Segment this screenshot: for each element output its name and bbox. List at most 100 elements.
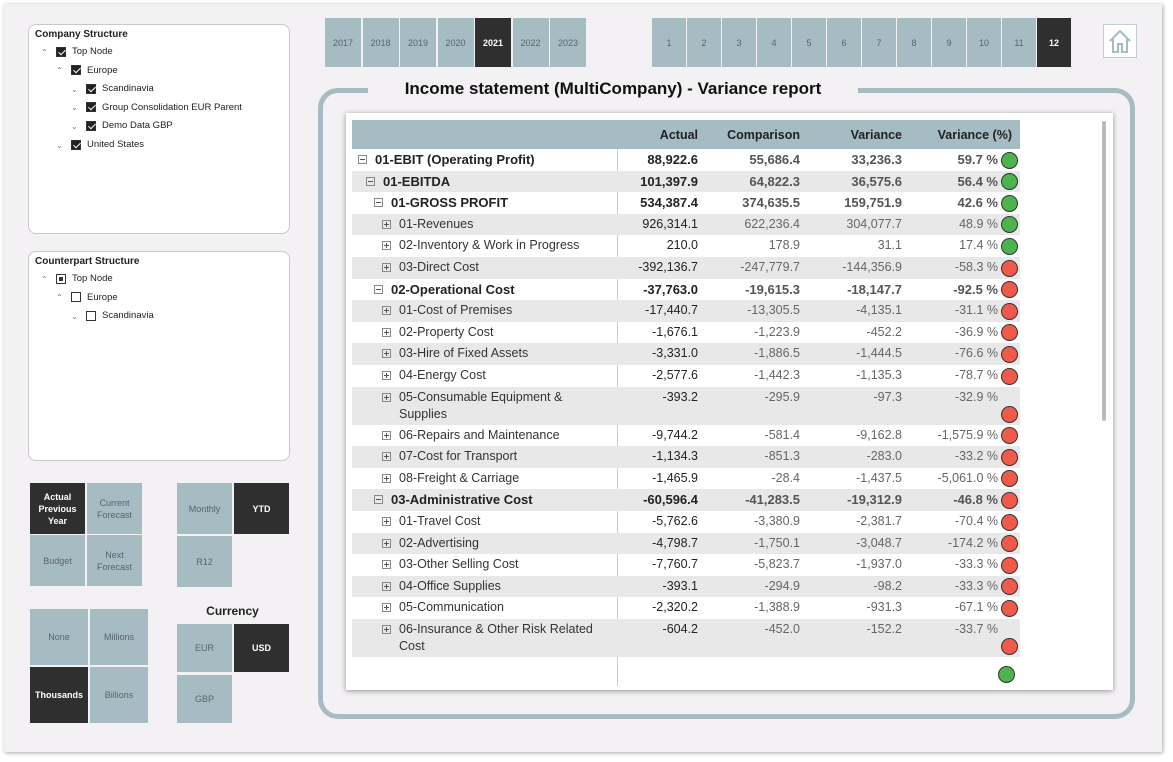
- years-button[interactable]: 2021: [475, 18, 511, 67]
- months-button[interactable]: 10: [967, 18, 1001, 67]
- expand-toggle[interactable]: [358, 155, 367, 164]
- expand-toggle[interactable]: [382, 370, 391, 380]
- checkbox[interactable]: [86, 102, 96, 113]
- value-cell: -294.9: [706, 575, 808, 598]
- status-indicator: [1001, 535, 1018, 553]
- header-cell[interactable]: Variance (%): [910, 120, 1020, 149]
- expand-toggle[interactable]: [382, 219, 391, 229]
- tree-node[interactable]: ⌄ United States: [56, 139, 144, 150]
- expand-toggle[interactable]: [374, 284, 383, 294]
- period-button[interactable]: R12: [177, 536, 232, 587]
- cell-value: -18,147.7: [847, 281, 902, 297]
- expand-toggle[interactable]: [382, 560, 391, 570]
- checkbox[interactable]: [56, 46, 66, 57]
- months-button[interactable]: 11: [1002, 18, 1036, 67]
- checkbox[interactable]: [86, 83, 96, 94]
- checkbox[interactable]: [86, 310, 96, 321]
- cell-value: 36,575.6: [851, 173, 902, 189]
- years-button[interactable]: 2017: [325, 18, 361, 67]
- cell-value: -604.2: [662, 621, 698, 636]
- cell-value: 159,751.9: [844, 195, 902, 211]
- scrollbar[interactable]: [1102, 121, 1106, 421]
- cell-value: -32.9 %: [954, 389, 998, 404]
- years-button[interactable]: 2023: [550, 18, 586, 67]
- years-button[interactable]: 2019: [400, 18, 436, 67]
- cell-value: -152.2: [866, 621, 902, 636]
- expand-toggle[interactable]: [366, 176, 375, 186]
- expand-toggle[interactable]: [382, 241, 391, 251]
- value-cell: 622,236.4: [706, 213, 808, 236]
- years-button[interactable]: 2020: [437, 18, 474, 67]
- tree-node[interactable]: ⌃ Europe: [56, 292, 118, 303]
- header-cell[interactable]: Variance: [808, 120, 910, 149]
- months-button[interactable]: 6: [827, 18, 861, 67]
- scale-button[interactable]: Millions: [90, 609, 148, 665]
- tree-node[interactable]: ⌃ Top Node: [41, 46, 113, 57]
- table-body: 01-EBIT (Operating Profit) 88,922.6 55,686…: [352, 149, 1020, 657]
- expand-toggle[interactable]: [374, 198, 383, 208]
- home-button[interactable]: [1103, 24, 1137, 58]
- checkbox[interactable]: [71, 139, 81, 150]
- tree-node[interactable]: ⌄ Scandinavia: [71, 83, 154, 94]
- expand-toggle[interactable]: [382, 327, 391, 337]
- scenario-button[interactable]: Budget: [30, 535, 85, 586]
- months-button[interactable]: 3: [722, 18, 756, 67]
- cell-value: -1,134.3: [652, 449, 698, 464]
- cell-value: -5,061.0 %: [937, 470, 998, 485]
- years-button[interactable]: 2018: [362, 18, 399, 67]
- expand-toggle[interactable]: [374, 495, 383, 505]
- expand-toggle[interactable]: [382, 392, 391, 402]
- months-button[interactable]: 12: [1037, 18, 1071, 67]
- status-indicator: [1001, 556, 1018, 574]
- period-button[interactable]: YTD: [234, 483, 289, 534]
- currency-button[interactable]: USD: [234, 624, 289, 672]
- expand-toggle[interactable]: [382, 603, 391, 613]
- months-button[interactable]: 4: [757, 18, 791, 67]
- header-cell[interactable]: Actual: [617, 120, 706, 149]
- tree-node[interactable]: ⌄ Group Consolidation EUR Parent: [71, 102, 242, 113]
- months-button[interactable]: 8: [897, 18, 931, 67]
- months-button[interactable]: 9: [932, 18, 966, 67]
- value-cell: -5,823.7: [706, 554, 808, 576]
- value-cell: -9,162.8: [808, 425, 910, 447]
- currency-button[interactable]: GBP: [177, 675, 232, 723]
- scenario-button[interactable]: Next Forecast: [87, 535, 142, 586]
- years-button[interactable]: 2022: [512, 18, 549, 67]
- tree-node[interactable]: ⌄ Demo Data GBP: [71, 120, 173, 131]
- cell-value: 534,387.4: [640, 195, 698, 211]
- value-cell: -19,312.9: [808, 489, 910, 511]
- expand-toggle[interactable]: [382, 473, 391, 483]
- expand-toggle[interactable]: [382, 430, 391, 440]
- expand-toggle[interactable]: [382, 516, 391, 526]
- expand-toggle[interactable]: [382, 262, 391, 272]
- period-button[interactable]: Monthly: [177, 483, 232, 534]
- checkbox[interactable]: [86, 120, 96, 131]
- months-button[interactable]: 1: [652, 18, 686, 67]
- expand-toggle[interactable]: [382, 452, 391, 462]
- expand-toggle[interactable]: [382, 581, 391, 591]
- expand-toggle[interactable]: [382, 624, 391, 634]
- months-button[interactable]: 7: [862, 18, 896, 67]
- value-cell: -581.4: [706, 425, 808, 447]
- checkbox[interactable]: [56, 273, 66, 284]
- scenario-button[interactable]: Current Forecast: [87, 483, 142, 534]
- table-row: 02-Property Cost -1,676.1 -1,223.9 -452.2 -3…: [352, 322, 1020, 344]
- header-cell[interactable]: Comparison: [706, 120, 808, 149]
- months-button[interactable]: 2: [687, 18, 721, 67]
- scale-button[interactable]: None: [30, 609, 88, 665]
- months-button[interactable]: 5: [792, 18, 826, 67]
- expand-toggle[interactable]: [382, 538, 391, 548]
- checkbox[interactable]: [71, 65, 81, 76]
- scale-button[interactable]: Thousands: [30, 667, 88, 723]
- tree-node[interactable]: ⌄ Scandinavia: [71, 310, 154, 321]
- scale-button[interactable]: Billions: [90, 667, 148, 723]
- scenario-button[interactable]: Actual Previous Year: [30, 483, 85, 534]
- tree-node[interactable]: ⌃ Europe: [56, 65, 118, 76]
- checkbox[interactable]: [71, 292, 81, 303]
- expand-toggle[interactable]: [382, 349, 391, 359]
- currency-button[interactable]: EUR: [177, 624, 232, 672]
- expand-toggle[interactable]: [382, 306, 391, 316]
- tree-node[interactable]: ⌃ Top Node: [41, 273, 113, 284]
- value-cell: -18,147.7: [808, 279, 910, 301]
